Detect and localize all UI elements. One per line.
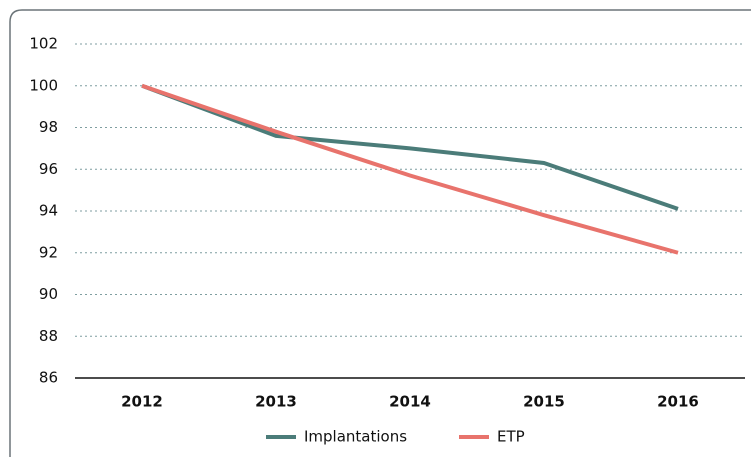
frame [9, 9, 751, 457]
series-line [141, 83, 679, 211]
x-tick-label: 2013 [255, 393, 297, 411]
y-tick-label: 94 [39, 202, 58, 220]
legend-label: ETP [497, 428, 525, 446]
y-tick-label: 100 [29, 76, 58, 94]
y-tick-label: 98 [39, 118, 58, 136]
y-tick-label: 102 [29, 35, 58, 53]
y-tick-label: 86 [39, 369, 58, 387]
x-tick-label: 2016 [657, 393, 699, 411]
x-tick-label: 2012 [121, 393, 163, 411]
y-tick-label: 90 [39, 285, 58, 303]
x-tick-label: 2015 [523, 393, 565, 411]
legend-label: Implantations [304, 428, 407, 446]
y-tick-label: 88 [39, 327, 58, 345]
series-line [141, 83, 679, 255]
y-tick-label: 92 [39, 243, 58, 261]
y-tick-label: 96 [39, 160, 58, 178]
x-tick-label: 2014 [389, 393, 431, 411]
